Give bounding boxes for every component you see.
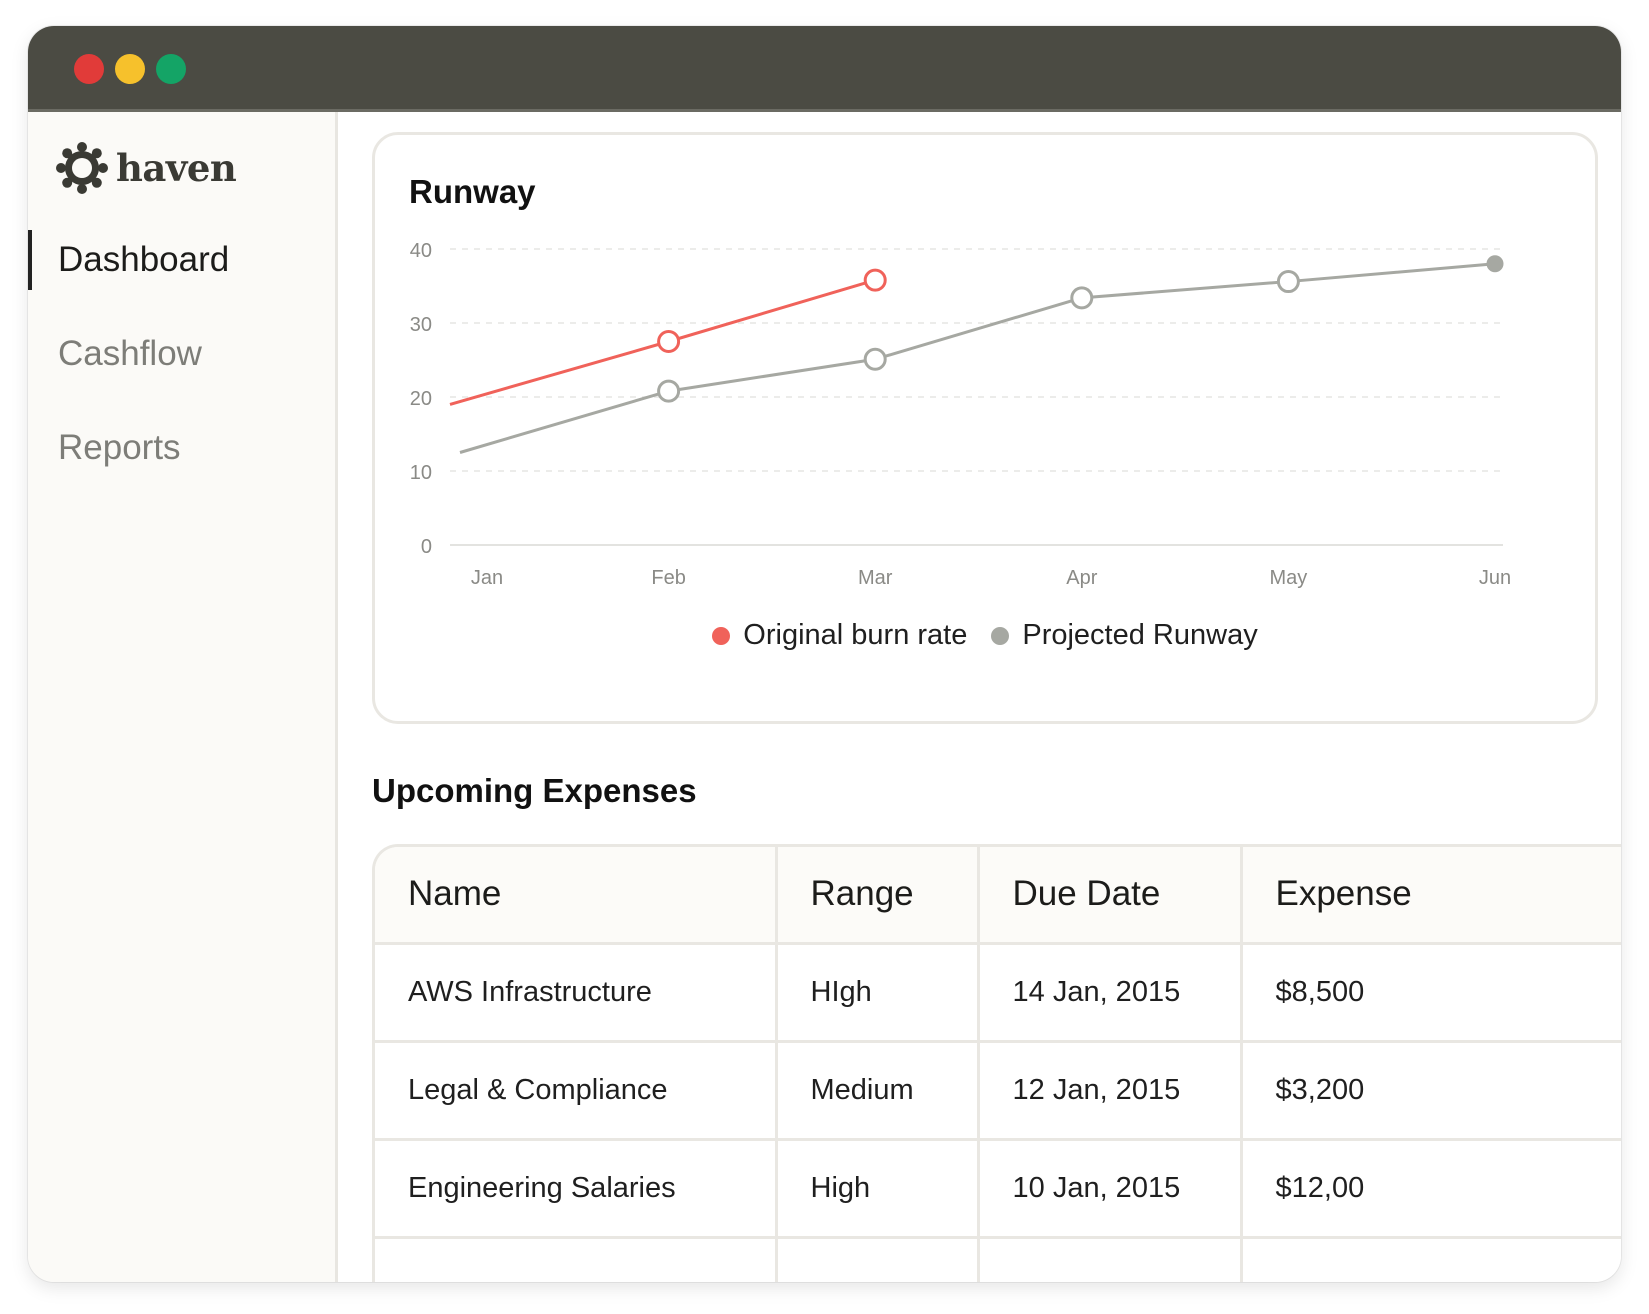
table-row[interactable]: Engineering Salaries High 10 Jan, 2015 $…: [375, 1139, 1621, 1239]
app-logo[interactable]: haven: [56, 142, 237, 194]
table-row[interactable]: AWS Infrastructure HIgh 14 Jan, 2015 $8,…: [375, 943, 1621, 1043]
close-window-button[interactable]: [74, 54, 104, 84]
cell-due-date: 14 Jan, 2015: [978, 943, 1243, 1043]
y-tick-label: 40: [410, 240, 432, 262]
sidebar-item-cashflow[interactable]: Cashflow: [58, 334, 202, 373]
x-tick-label: Mar: [858, 567, 893, 589]
app-window: haven Dashboard Cashflow Reports Runway …: [28, 26, 1621, 1282]
data-point: [1276, 270, 1300, 294]
chart-title: Runway: [409, 173, 536, 210]
table-header-row: Name Range Due Date Expense: [375, 847, 1621, 945]
x-tick-label: May: [1270, 567, 1308, 589]
expenses-table: Name Range Due Date Expense AWS Infrastr…: [372, 844, 1621, 1282]
column-header-range[interactable]: Range: [776, 847, 980, 945]
runway-chart: 0 10 20 30 40 Jan Feb Mar Apr May Jun: [410, 240, 1511, 589]
x-tick-label: Apr: [1066, 567, 1097, 589]
y-tick-label: 10: [410, 462, 432, 484]
data-point: [1070, 286, 1094, 310]
column-header-expense[interactable]: Expense: [1241, 847, 1621, 945]
cell-range: High: [776, 1139, 980, 1239]
cell-name: Engineering Salaries: [375, 1139, 778, 1239]
cell-name: Legal & Compliance: [375, 1041, 778, 1141]
legend-swatch-projected: [991, 626, 1010, 645]
cell-name: [375, 1237, 778, 1282]
series-line: [459, 262, 1496, 454]
cell-range: Medium: [776, 1041, 980, 1141]
cell-expense: [1241, 1237, 1621, 1282]
x-tick-label: Feb: [651, 567, 685, 589]
legend-item-original[interactable]: Original burn rate: [712, 619, 967, 652]
table-row[interactable]: Legal & Compliance Medium 12 Jan, 2015 $…: [375, 1041, 1621, 1141]
x-tick-label: Jan: [471, 567, 503, 589]
app-name: haven: [116, 146, 237, 190]
cell-range: [776, 1237, 980, 1282]
gear-flower-icon: [56, 142, 108, 194]
maximize-window-button[interactable]: [156, 54, 186, 84]
cell-due-date: 10 Jan, 2015: [978, 1139, 1243, 1239]
sidebar: haven Dashboard Cashflow Reports: [28, 112, 338, 1282]
cell-expense: $3,200: [1241, 1041, 1621, 1141]
data-point: [1486, 255, 1504, 273]
cell-due-date: 12 Jan, 2015: [978, 1041, 1243, 1141]
column-header-name[interactable]: Name: [375, 847, 778, 945]
runway-card: Runway 0 10 20 30 40 Jan Feb Mar Apr May Jun Origi…: [372, 132, 1598, 724]
data-point: [863, 268, 887, 292]
main-content: Runway 0 10 20 30 40 Jan Feb Mar Apr May Jun Origi…: [338, 112, 1621, 1282]
cell-name: AWS Infrastructure: [375, 943, 778, 1043]
y-tick-label: 30: [410, 314, 432, 336]
sidebar-item-dashboard[interactable]: Dashboard: [28, 230, 335, 290]
title-bar: [28, 26, 1621, 112]
expenses-title: Upcoming Expenses: [372, 772, 697, 809]
legend-item-projected[interactable]: Projected Runway: [991, 619, 1258, 652]
legend-label-projected: Projected Runway: [1022, 619, 1258, 651]
x-tick-label: Jun: [1479, 567, 1511, 589]
chart-legend: Original burn rate Projected Runway: [375, 619, 1595, 652]
y-tick-label: 20: [410, 388, 432, 410]
cell-due-date: [978, 1237, 1243, 1282]
cell-expense: $12,00: [1241, 1139, 1621, 1239]
table-row[interactable]: [375, 1237, 1621, 1282]
minimize-window-button[interactable]: [115, 54, 145, 84]
legend-label-original: Original burn rate: [743, 619, 968, 651]
cell-expense: $8,500: [1241, 943, 1621, 1043]
data-point: [657, 330, 681, 353]
y-tick-label: 0: [421, 536, 432, 558]
legend-swatch-original: [712, 626, 731, 645]
sidebar-item-reports[interactable]: Reports: [58, 428, 181, 467]
data-point: [863, 347, 887, 371]
column-header-due-date[interactable]: Due Date: [978, 847, 1243, 945]
cell-range: HIgh: [776, 943, 980, 1043]
data-point: [657, 379, 681, 403]
